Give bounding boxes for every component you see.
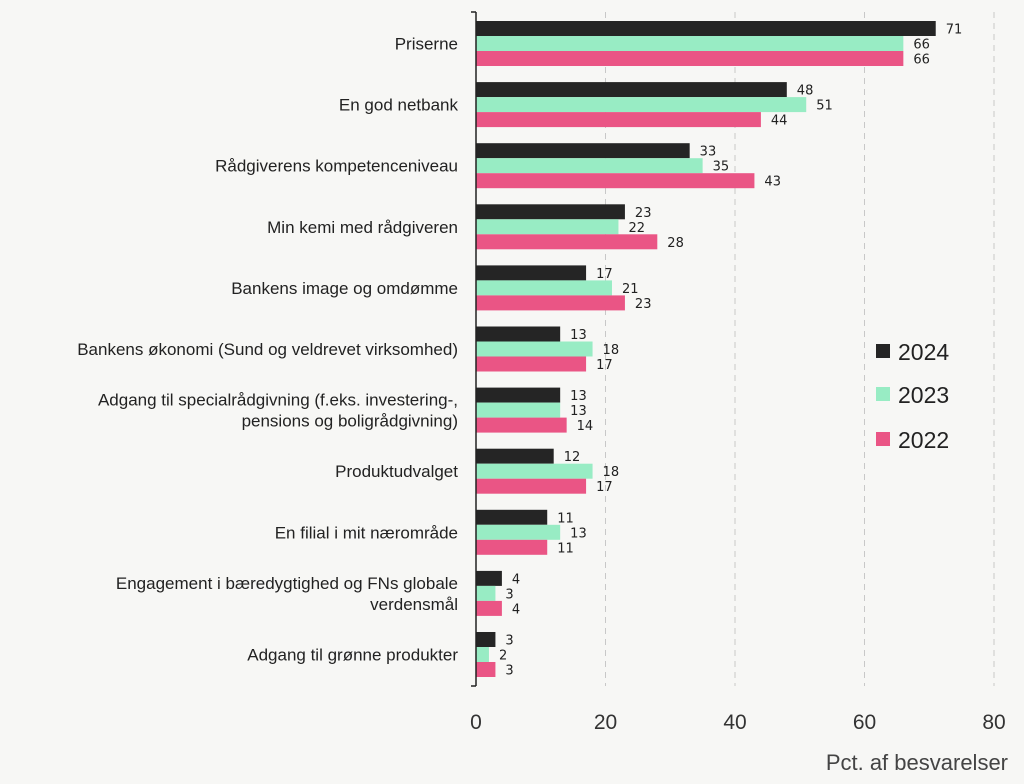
data-label: 11	[557, 541, 574, 556]
category-label: En filial i mit nærområde	[275, 523, 458, 542]
bar	[476, 234, 658, 250]
data-label: 35	[713, 160, 730, 175]
data-label: 3	[505, 634, 513, 649]
data-label: 13	[570, 526, 587, 541]
bar	[476, 570, 502, 586]
data-label: 11	[557, 511, 574, 526]
bar	[476, 448, 554, 464]
data-label: 22	[628, 221, 645, 236]
bar	[476, 112, 761, 128]
bar	[476, 97, 807, 113]
legend-label: 2022	[898, 427, 949, 453]
legend-swatch	[876, 387, 890, 401]
bar	[476, 585, 496, 601]
legend-label: 2024	[898, 339, 949, 365]
bar	[476, 600, 502, 616]
category-label: Rådgiverens kompetenceniveau	[215, 157, 458, 176]
bar	[476, 402, 561, 418]
value-labels: 7166664851443335432322281721231318171313…	[499, 23, 962, 679]
data-label: 66	[913, 38, 930, 53]
data-label: 44	[771, 114, 788, 129]
legend: 2024 2023 2022	[876, 339, 949, 453]
bar	[476, 21, 936, 36]
category-label: Adgang til grønne produkter	[247, 646, 458, 665]
legend-swatch	[876, 432, 890, 446]
bar	[476, 356, 587, 372]
legend-label: 2023	[898, 382, 949, 408]
data-label: 51	[816, 99, 833, 114]
x-axis-title: Pct. af besvarelser	[826, 750, 1008, 775]
x-tick-label: 0	[470, 711, 482, 734]
data-label: 21	[622, 282, 639, 297]
bar	[476, 204, 625, 220]
bar	[476, 463, 593, 479]
bar	[476, 51, 904, 66]
data-label: 23	[635, 297, 652, 312]
bar	[476, 524, 561, 540]
category-label: Bankens økonomi (Sund og veldrevet virks…	[77, 340, 458, 359]
data-label: 18	[603, 465, 620, 480]
data-label: 43	[764, 175, 781, 190]
category-label: Bankens image og omdømme	[231, 279, 458, 298]
data-label: 4	[512, 572, 520, 587]
data-label: 28	[667, 236, 684, 251]
category-label: Adgang til specialrådgivning (f.eks. inv…	[98, 391, 458, 431]
x-tick-label: 60	[853, 711, 876, 734]
data-label: 13	[570, 389, 587, 404]
x-tick-label: 80	[982, 711, 1005, 734]
data-label: 71	[946, 23, 963, 38]
data-label: 3	[505, 587, 513, 602]
category-label: Min kemi med rådgiveren	[267, 218, 458, 237]
bar	[476, 219, 619, 235]
bar	[476, 417, 567, 433]
data-label: 18	[603, 343, 620, 358]
data-label: 13	[570, 328, 587, 343]
bar	[476, 341, 593, 357]
bar	[476, 387, 561, 403]
data-label: 17	[596, 358, 613, 373]
data-label: 12	[564, 450, 581, 465]
category-label: Priserne	[395, 35, 458, 54]
bar	[476, 632, 496, 647]
bar	[476, 265, 587, 281]
category-label: En god netbank	[339, 96, 459, 115]
bar	[476, 539, 548, 555]
data-label: 17	[596, 480, 613, 495]
x-tick-label: 40	[723, 711, 746, 734]
bar	[476, 647, 489, 662]
bar	[476, 36, 904, 51]
category-label: Produktudvalget	[335, 462, 458, 481]
bar	[476, 158, 703, 174]
data-label: 66	[913, 53, 930, 68]
bar	[476, 173, 755, 189]
bar	[476, 143, 690, 159]
category-label: Engagement i bæredygtighed og FNs global…	[116, 574, 458, 614]
bar	[476, 662, 496, 677]
data-label: 33	[700, 145, 717, 160]
data-label: 2	[499, 649, 507, 664]
bar	[476, 478, 587, 494]
data-label: 3	[505, 664, 513, 679]
bar	[476, 326, 561, 342]
bar	[476, 280, 612, 296]
category-labels: Priserne En god netbank Rådgiverens kompet…	[77, 35, 458, 665]
data-label: 17	[596, 267, 613, 282]
bars	[476, 21, 936, 677]
bar	[476, 82, 787, 98]
legend-swatch	[876, 344, 890, 358]
x-axis: 0 20 40 60 80 Pct. af besvarelser	[470, 11, 1008, 775]
bar	[476, 509, 548, 525]
bar	[476, 295, 625, 311]
data-label: 14	[577, 419, 594, 434]
data-label: 13	[570, 404, 587, 419]
x-tick-label: 20	[594, 711, 617, 734]
data-label: 23	[635, 206, 652, 221]
data-label: 48	[797, 84, 814, 99]
data-label: 4	[512, 602, 520, 617]
